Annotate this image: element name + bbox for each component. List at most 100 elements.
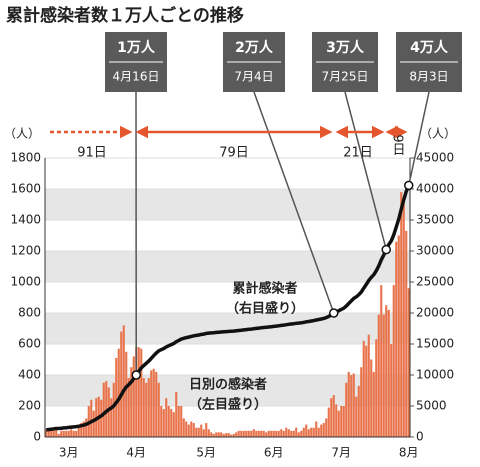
line-name: 累計感染者 [232, 281, 297, 297]
bar [50, 427, 53, 437]
interval-label: 91日 [77, 146, 107, 161]
y2-tick-label: 10000 [416, 368, 454, 382]
bar [140, 348, 143, 437]
bar [160, 406, 163, 437]
bar [107, 387, 110, 437]
bar [295, 427, 298, 437]
bar [260, 430, 263, 437]
bar [310, 427, 313, 437]
bar [367, 334, 370, 437]
bar [112, 382, 115, 437]
milestone-pointer [344, 91, 387, 250]
y2-tick-label: 15000 [416, 337, 454, 351]
bar [222, 433, 225, 437]
bar [382, 314, 385, 437]
bar [202, 429, 205, 437]
bar [110, 398, 113, 437]
bar [212, 433, 215, 437]
bar [132, 356, 135, 437]
bar [277, 430, 280, 437]
bar [247, 430, 250, 437]
bar [347, 371, 350, 437]
bar [187, 424, 190, 437]
bar [335, 404, 338, 437]
bar [330, 398, 333, 437]
bar [105, 381, 108, 437]
bar [312, 427, 315, 437]
bar [405, 230, 408, 437]
bar [197, 427, 200, 437]
bar [92, 410, 95, 437]
bar [217, 432, 220, 437]
bar [385, 305, 388, 437]
bar [252, 429, 255, 437]
grid-band [45, 251, 410, 282]
bar [267, 430, 270, 437]
bar [370, 359, 373, 437]
bar [357, 385, 360, 437]
y-unit: （人） [4, 127, 40, 141]
bar [275, 430, 278, 437]
bar [407, 288, 410, 437]
bar [102, 382, 105, 437]
milestone-pointer [408, 91, 430, 186]
bar [240, 430, 243, 437]
bar [340, 406, 343, 437]
bar [57, 433, 60, 437]
bar [215, 432, 218, 437]
bar [210, 432, 213, 437]
y-tick-label: 1000 [10, 275, 41, 289]
bar-name: 日別の感染者 [189, 377, 267, 393]
bar [167, 406, 170, 437]
bar [60, 430, 63, 437]
bar [227, 433, 230, 437]
bar [150, 370, 153, 437]
bar [265, 432, 268, 437]
interval-label: 9日 [390, 134, 405, 156]
bar [67, 430, 70, 437]
grid-band [45, 189, 410, 220]
grid-band [45, 313, 410, 344]
bar [147, 378, 150, 437]
bar [90, 399, 93, 437]
bar [142, 378, 145, 437]
bar [397, 235, 400, 437]
y-tick-label: 1200 [10, 244, 41, 258]
bar [70, 429, 73, 437]
bar [400, 192, 403, 437]
y-tick-label: 200 [18, 399, 41, 413]
cumulative-line [46, 184, 411, 432]
y-tick-label: 600 [18, 337, 41, 351]
bar [325, 418, 328, 437]
y-tick-label: 800 [18, 306, 41, 320]
bar [272, 430, 275, 437]
bar [392, 285, 395, 437]
y-tick-label: 0 [33, 430, 41, 444]
bar [225, 433, 228, 437]
bar [402, 199, 405, 437]
bar [82, 421, 85, 437]
bar [152, 368, 155, 437]
y2-tick-label: 30000 [416, 244, 454, 258]
bar [80, 423, 83, 437]
y2-tick-label: 0 [416, 430, 424, 444]
milestone-date: 4月16日 [113, 70, 160, 84]
bar [352, 373, 355, 437]
bar [250, 430, 253, 437]
y2-tick-label: 20000 [416, 306, 454, 320]
bar [360, 367, 363, 437]
milestone-date: 7月25日 [322, 70, 369, 84]
bar [362, 340, 365, 437]
bar [317, 427, 320, 437]
bar [185, 421, 188, 437]
bar [287, 429, 290, 437]
bar [375, 339, 378, 437]
bar [157, 382, 160, 437]
bar [177, 406, 180, 437]
bar [195, 427, 198, 437]
bar [72, 430, 75, 437]
bar [170, 409, 173, 437]
bar [220, 432, 223, 437]
bar [245, 430, 248, 437]
bar [62, 430, 65, 437]
